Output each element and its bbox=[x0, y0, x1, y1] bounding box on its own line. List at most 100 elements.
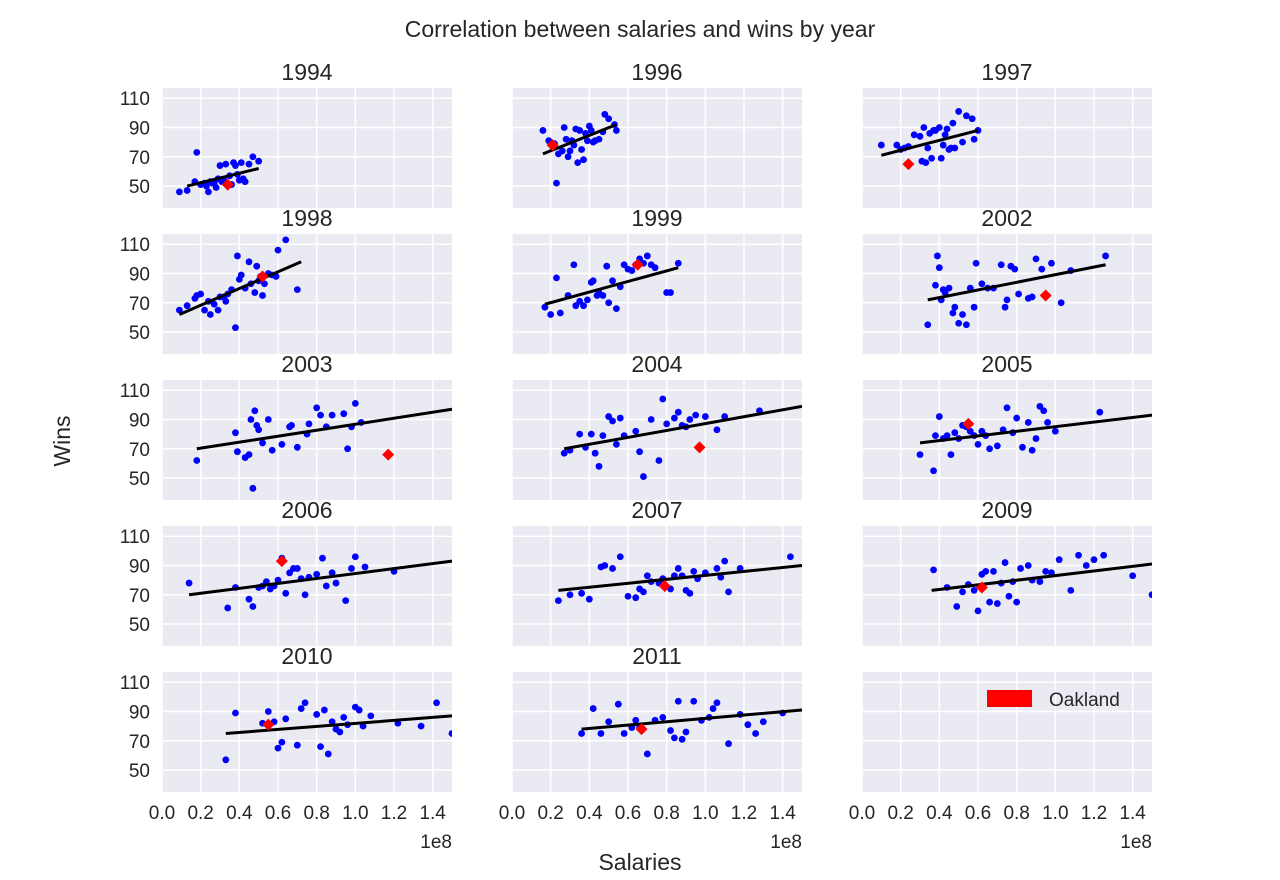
data-point bbox=[970, 135, 978, 143]
panel-title: 1997 bbox=[981, 59, 1032, 85]
data-point bbox=[643, 750, 651, 758]
data-point bbox=[321, 706, 328, 714]
data-point bbox=[1005, 592, 1013, 600]
panel-marks bbox=[555, 553, 802, 605]
x-tick-label: 0.6 bbox=[615, 803, 641, 824]
x-tick-label: 0.2 bbox=[887, 803, 913, 824]
data-point bbox=[1011, 265, 1019, 273]
data-point bbox=[1040, 407, 1048, 415]
data-point bbox=[201, 306, 208, 314]
data-point bbox=[359, 722, 367, 730]
panel-background bbox=[862, 526, 1152, 646]
data-point bbox=[725, 740, 732, 748]
oakland-marker bbox=[635, 723, 648, 736]
data-point bbox=[301, 699, 309, 707]
panel-title: 2010 bbox=[281, 643, 332, 669]
data-point bbox=[932, 281, 939, 289]
data-point bbox=[193, 148, 201, 156]
y-tick-label: 90 bbox=[129, 557, 150, 578]
oakland-marker bbox=[1039, 289, 1052, 302]
data-point bbox=[678, 735, 686, 743]
panel-title: 2009 bbox=[981, 497, 1032, 523]
data-point bbox=[587, 430, 595, 438]
data-point bbox=[928, 154, 935, 162]
panel-background bbox=[862, 380, 1152, 500]
data-point bbox=[614, 700, 622, 708]
data-point bbox=[216, 162, 224, 169]
x-tick-label: 0.6 bbox=[965, 803, 991, 824]
data-point bbox=[251, 407, 259, 415]
data-point bbox=[674, 697, 682, 705]
data-point bbox=[628, 267, 636, 274]
data-point bbox=[578, 589, 585, 597]
oakland-marker bbox=[382, 448, 395, 461]
panel-marks bbox=[560, 395, 802, 480]
data-point bbox=[725, 588, 732, 596]
data-point bbox=[259, 292, 266, 299]
data-point bbox=[539, 127, 547, 134]
panel-background bbox=[512, 234, 802, 354]
figure-title: Correlation between salaries and wins by… bbox=[405, 16, 876, 42]
data-point bbox=[578, 730, 585, 737]
data-point bbox=[558, 147, 566, 155]
data-point bbox=[251, 289, 259, 296]
data-point bbox=[970, 303, 978, 311]
data-point bbox=[717, 573, 725, 581]
panel-title: 2006 bbox=[281, 497, 332, 523]
data-point bbox=[328, 718, 336, 726]
data-point bbox=[632, 716, 640, 724]
data-point bbox=[259, 439, 266, 447]
data-point bbox=[1055, 556, 1063, 564]
y-tick-label: 50 bbox=[129, 323, 150, 344]
trend-line bbox=[225, 714, 452, 735]
data-point bbox=[417, 722, 425, 730]
data-point bbox=[609, 565, 616, 572]
data-point bbox=[713, 426, 721, 434]
data-point bbox=[313, 570, 321, 578]
data-point bbox=[584, 296, 591, 304]
data-point bbox=[332, 579, 340, 587]
data-point bbox=[1096, 408, 1104, 416]
x-tick-label: 1.2 bbox=[1081, 803, 1107, 824]
data-point bbox=[1129, 572, 1137, 580]
panel-marks bbox=[930, 551, 1152, 615]
panel-title: 1998 bbox=[281, 205, 332, 231]
oakland-marker bbox=[902, 158, 915, 171]
data-point bbox=[632, 427, 640, 435]
data-point bbox=[605, 718, 613, 726]
data-point bbox=[317, 743, 324, 751]
x-tick-label: 0.2 bbox=[537, 803, 563, 824]
data-point bbox=[636, 448, 643, 456]
data-point bbox=[232, 709, 239, 717]
y-axis-label: Wins bbox=[49, 415, 75, 466]
data-point bbox=[340, 410, 348, 418]
panel-1997: 1997 bbox=[861, 59, 1152, 208]
data-point bbox=[603, 262, 611, 270]
data-point bbox=[671, 734, 678, 742]
data-point bbox=[993, 600, 1001, 607]
data-point bbox=[197, 290, 205, 298]
data-point bbox=[245, 595, 253, 603]
x-tick-label: 0.4 bbox=[576, 803, 603, 824]
x-tick-label: 1.0 bbox=[1042, 803, 1068, 824]
data-point bbox=[752, 730, 759, 737]
panel-1996: 1996 bbox=[511, 59, 802, 208]
oakland-marker bbox=[693, 441, 706, 454]
data-point bbox=[580, 302, 587, 310]
data-point bbox=[624, 592, 632, 600]
data-point bbox=[640, 588, 647, 596]
trend-line bbox=[927, 263, 1106, 302]
panel-2006: 50 70 90 110 2006 bbox=[120, 497, 452, 646]
data-point bbox=[1028, 446, 1036, 454]
oakland-marker bbox=[275, 555, 288, 568]
data-point bbox=[344, 445, 351, 453]
data-point bbox=[736, 565, 744, 572]
data-point bbox=[893, 141, 901, 149]
trend-line bbox=[542, 123, 617, 156]
data-point bbox=[328, 411, 336, 419]
data-point bbox=[667, 727, 674, 734]
data-point bbox=[674, 408, 682, 416]
data-point bbox=[620, 261, 628, 269]
data-point bbox=[293, 565, 301, 572]
